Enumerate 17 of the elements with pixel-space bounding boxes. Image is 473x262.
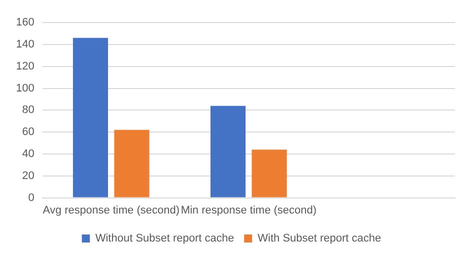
- y-tick-label: 40: [22, 148, 34, 160]
- legend-label: Without Subset report cache: [95, 232, 234, 245]
- bar: [72, 38, 108, 198]
- y-tick-label: 20: [22, 170, 34, 182]
- legend-label: With Subset report cache: [258, 232, 382, 245]
- y-tick-label: 80: [22, 104, 34, 116]
- bar: [114, 130, 150, 198]
- y-tick-label: 120: [16, 60, 34, 72]
- y-tick-label: 100: [16, 82, 34, 94]
- bar: [252, 150, 287, 198]
- x-tick-label: Min response time (second): [180, 204, 317, 216]
- y-tick-label: 160: [16, 16, 34, 29]
- bar: [210, 106, 246, 198]
- y-tick-label: 0: [28, 192, 34, 204]
- y-tick-label: 60: [22, 126, 34, 138]
- y-tick-label: 140: [16, 38, 34, 51]
- x-tick-label: Avg response time (second): [42, 204, 180, 216]
